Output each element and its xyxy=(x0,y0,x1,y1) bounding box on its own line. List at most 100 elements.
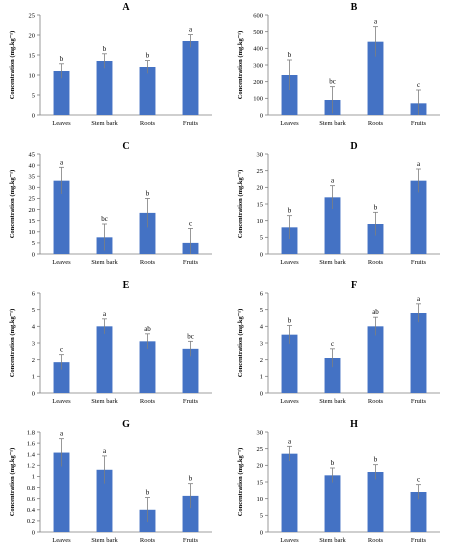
y-tick-label: 2 xyxy=(260,357,263,364)
y-tick-label: 0 xyxy=(260,112,263,119)
y-tick-label: 25 xyxy=(257,168,264,175)
y-tick-label: 0 xyxy=(260,390,263,397)
y-tick-label: 6 xyxy=(32,290,36,297)
y-tick-label: 4 xyxy=(260,324,264,331)
x-tick-label: Fruits xyxy=(411,120,427,127)
y-tick-label: 500 xyxy=(253,29,263,36)
bar-stem-bark xyxy=(324,197,341,254)
bar-stem-bark xyxy=(96,326,113,393)
x-tick-label: Roots xyxy=(140,398,156,405)
y-tick-label: 2 xyxy=(32,357,35,364)
y-tick-label: 10 xyxy=(29,72,36,79)
y-tick-label: 6 xyxy=(260,290,264,297)
x-tick-label: Leaves xyxy=(52,120,71,127)
bar-stem-bark xyxy=(96,469,113,532)
bar-fruits xyxy=(182,348,199,393)
x-tick-label: Fruits xyxy=(411,537,427,544)
bar-roots xyxy=(367,224,384,254)
significance-letter: bc xyxy=(329,78,336,86)
y-tick-label: 25 xyxy=(29,196,36,203)
panel-label: H xyxy=(350,419,358,430)
y-tick-label: 5 xyxy=(260,513,263,520)
chart-panel-h: H Concentration (mg.kg⁻¹) 0 5 10 15 20 25 30 a Lea… xyxy=(237,419,440,544)
y-tick-label: 0 xyxy=(32,390,35,397)
y-tick-label: 5 xyxy=(32,240,35,247)
y-axis-label: Concentration (mg.kg⁻¹) xyxy=(9,170,16,239)
significance-letter: a xyxy=(60,158,64,166)
panel-label: B xyxy=(351,2,358,13)
y-tick-label: 5 xyxy=(32,92,35,99)
y-tick-label: 40 xyxy=(29,162,36,169)
x-tick-label: Stem bark xyxy=(319,120,346,127)
significance-letter: b xyxy=(60,55,64,63)
bar-roots xyxy=(367,472,384,532)
significance-letter: bc xyxy=(101,215,108,223)
y-tick-label: 15 xyxy=(29,52,36,59)
significance-letter: b xyxy=(288,51,292,59)
y-tick-label: 1.4 xyxy=(27,452,36,459)
chart-panel-b: B Concentration (mg.kg⁻¹) 0 100 200 300 400 500… xyxy=(237,2,440,127)
y-tick-label: 600 xyxy=(253,12,263,19)
significance-letter: a xyxy=(103,447,107,455)
y-tick-label: 200 xyxy=(253,79,263,86)
y-tick-label: 25 xyxy=(257,446,264,453)
y-tick-label: 30 xyxy=(257,429,264,436)
x-tick-label: Stem bark xyxy=(91,120,118,127)
y-tick-label: 0 xyxy=(32,529,35,536)
chart-panel-c: C Concentration (mg.kg⁻¹) 0 5 10 15 20 25 30 35 40… xyxy=(9,141,212,266)
bar-roots xyxy=(139,341,156,393)
bar-leaves xyxy=(53,71,70,115)
x-tick-label: Roots xyxy=(368,537,384,544)
chart-panel-g: G Concentration (mg.kg⁻¹) 0 0.2 0.4 0.6 0.8 1 1.… xyxy=(9,419,212,544)
y-tick-label: 0 xyxy=(260,529,263,536)
bar-roots xyxy=(367,41,384,115)
y-tick-label: 20 xyxy=(257,463,264,470)
significance-letter: b xyxy=(374,203,378,211)
significance-letter: b xyxy=(146,52,150,60)
y-tick-label: 1.6 xyxy=(27,440,36,447)
x-tick-label: Stem bark xyxy=(319,259,346,266)
y-tick-label: 1.2 xyxy=(27,463,35,470)
bar-stem-bark xyxy=(324,358,341,393)
x-tick-label: Stem bark xyxy=(91,259,118,266)
panel-label: F xyxy=(351,280,357,291)
y-tick-label: 30 xyxy=(257,151,264,158)
y-tick-label: 5 xyxy=(260,235,263,242)
panel-label: G xyxy=(122,419,130,430)
y-tick-label: 0 xyxy=(32,251,35,258)
x-tick-label: Fruits xyxy=(183,259,199,266)
x-tick-label: Fruits xyxy=(411,398,427,405)
x-tick-label: Fruits xyxy=(183,537,199,544)
y-tick-label: 0.8 xyxy=(27,485,35,492)
significance-letter: c xyxy=(189,219,192,227)
x-tick-label: Leaves xyxy=(52,398,71,405)
y-tick-label: 0.2 xyxy=(27,518,35,525)
significance-letter: c xyxy=(331,340,334,348)
x-tick-label: Leaves xyxy=(52,259,71,266)
bar-leaves xyxy=(281,75,298,115)
x-tick-label: Fruits xyxy=(411,259,427,266)
x-tick-label: Roots xyxy=(140,259,156,266)
chart-panel-e: E Concentration (mg.kg⁻¹) 0 1 2 3 4 5 6 c Leaves a S… xyxy=(9,280,212,405)
bar-fruits xyxy=(182,495,199,532)
y-axis-label: Concentration (mg.kg⁻¹) xyxy=(9,309,16,378)
significance-letter: a xyxy=(189,26,193,34)
significance-letter: b xyxy=(146,489,150,497)
bar-leaves xyxy=(281,334,298,393)
y-tick-label: 15 xyxy=(29,218,36,225)
panel-label: E xyxy=(123,280,130,291)
significance-letter: a xyxy=(374,18,378,26)
bar-roots xyxy=(139,212,156,254)
y-tick-label: 0.4 xyxy=(27,507,36,514)
y-tick-label: 1 xyxy=(32,474,35,481)
x-tick-label: Fruits xyxy=(183,120,199,127)
x-tick-label: Leaves xyxy=(280,398,299,405)
chart-panel-d: D Concentration (mg.kg⁻¹) 0 5 10 15 20 25 30 b Lea… xyxy=(237,141,440,266)
bar-fruits xyxy=(410,313,427,393)
significance-letter: b xyxy=(146,189,150,197)
x-tick-label: Roots xyxy=(140,120,156,127)
chart-panel-a: A Concentration (mg.kg⁻¹) 0 5 10 15 20 25 b Leave… xyxy=(9,2,212,127)
x-tick-label: Leaves xyxy=(280,120,299,127)
x-tick-label: Roots xyxy=(368,259,384,266)
bar-stem-bark xyxy=(96,61,113,115)
